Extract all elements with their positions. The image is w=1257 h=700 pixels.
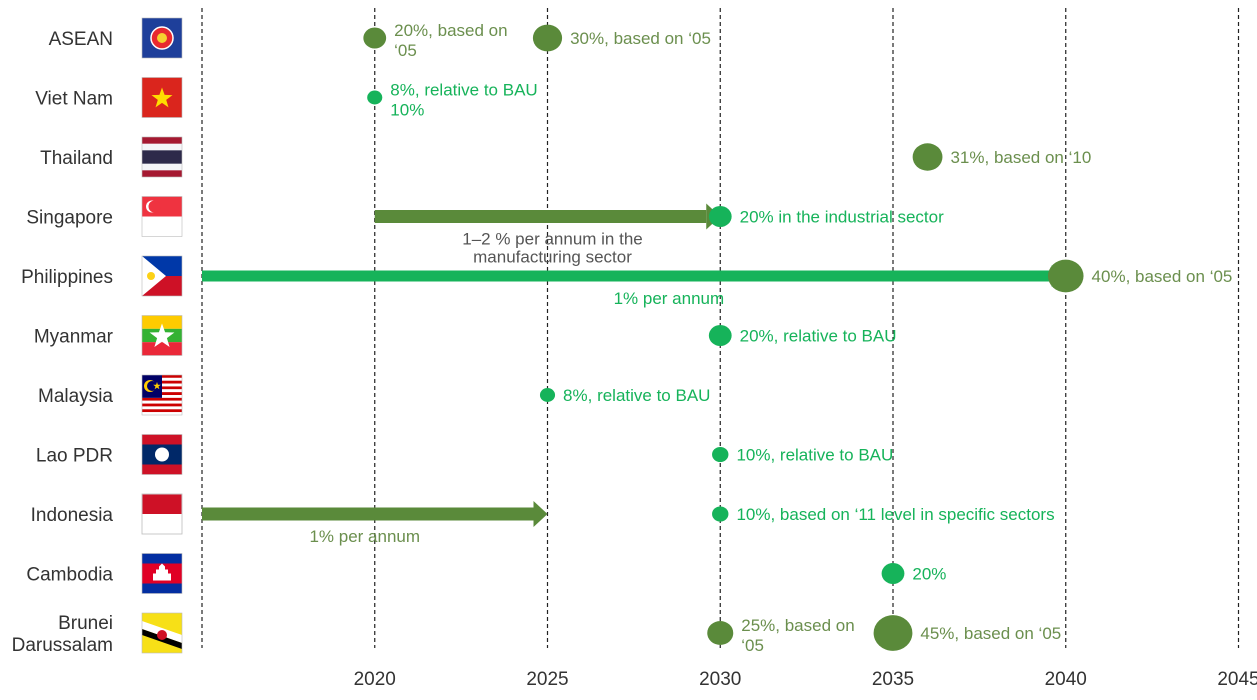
arrow-shaft [202,270,1052,282]
country-label-7: Lao PDR [36,446,113,467]
vietnam-flag-icon [141,77,183,118]
asean-flag-icon [141,17,183,59]
arrow-shaft [374,210,707,223]
grid-lines [201,8,1240,648]
target-marker-11 [707,621,734,645]
arrow-shaft [202,507,534,521]
target-label: 25%, based on ‘05 [741,616,854,655]
indonesia-flag-icon [141,493,183,535]
target-markers [363,24,1084,651]
country-label-10: Brunei Darussalam [12,613,113,656]
target-label: 30%, based on ‘05 [570,29,711,48]
target-label: 45%, based on ‘05 [920,624,1061,643]
country-label-2: Thailand [40,148,113,169]
target-label: 10%, relative to BAU [736,446,893,465]
cambodia-flag-icon [141,553,183,594]
target-marker-2 [367,90,383,105]
target-label: 20% in the industrial sector [740,208,944,227]
myanmar-flag-icon [141,315,183,356]
arrow-head [533,501,548,527]
target-marker-10 [881,563,905,584]
country-label-9: Cambodia [26,565,113,586]
target-marker-0 [363,27,387,49]
target-marker-5 [1047,259,1084,293]
arrow-label: 1–2 % per annum in the manufacturing sect… [462,230,643,267]
target-label: 31%, based on ‘10 [950,148,1091,167]
country-label-4: Philippines [21,267,113,288]
x-tick-label: 2025 [526,669,568,690]
target-label: 8%, relative to BAU 10% [390,81,537,120]
laos-flag-icon [141,434,183,475]
country-label-8: Indonesia [31,505,114,526]
arrow-1 [202,265,1066,287]
flags [141,17,183,654]
target-marker-9 [712,506,729,522]
thailand-flag-icon [141,136,183,178]
target-marker-4 [708,206,732,227]
arrow-label: 1% per annum [614,289,725,308]
singapore-flag-icon [141,196,183,237]
x-tick-label: 2040 [1045,669,1087,690]
target-marker-8 [712,446,729,463]
country-label-5: Myanmar [34,327,114,348]
x-tick-label: 2020 [354,669,396,690]
target-label: 20% [912,565,946,584]
target-marker-7 [539,388,556,402]
x-tick-label: 2030 [699,669,741,690]
brunei-flag-icon [141,612,183,654]
target-label: 20%, relative to BAU [740,327,897,346]
arrow-2 [202,501,548,527]
x-tick-label: 2035 [872,669,914,690]
target-marker-6 [708,325,732,346]
philippines-flag-icon [141,255,183,297]
country-label-3: Singapore [26,208,113,229]
target-label: 8%, relative to BAU [563,386,710,405]
arrows [202,203,1066,527]
annotations: 1–2 % per annum in the manufacturing sect… [309,21,1232,655]
x-tick-label: 2045 [1217,669,1257,690]
arrow-label: 1% per annum [309,527,420,546]
country-label-6: Malaysia [38,386,113,407]
target-marker-3 [912,143,943,171]
target-marker-12 [873,615,913,651]
target-marker-1 [532,24,563,52]
country-labels: ASEAN Viet Nam Thailand Singapore Philippine… [12,29,114,656]
target-label: 10%, based on ‘11 level in specific sect… [736,505,1054,524]
country-label-1: Viet Nam [35,89,113,110]
x-axis-ticks: 2020 2025 2030 2035 2040 2045 [354,669,1257,690]
country-label-0: ASEAN [49,29,113,50]
malaysia-flag-icon [141,374,183,416]
target-label: 40%, based on ‘05 [1092,267,1233,286]
target-label: 20%, based on ‘05 [394,21,507,60]
